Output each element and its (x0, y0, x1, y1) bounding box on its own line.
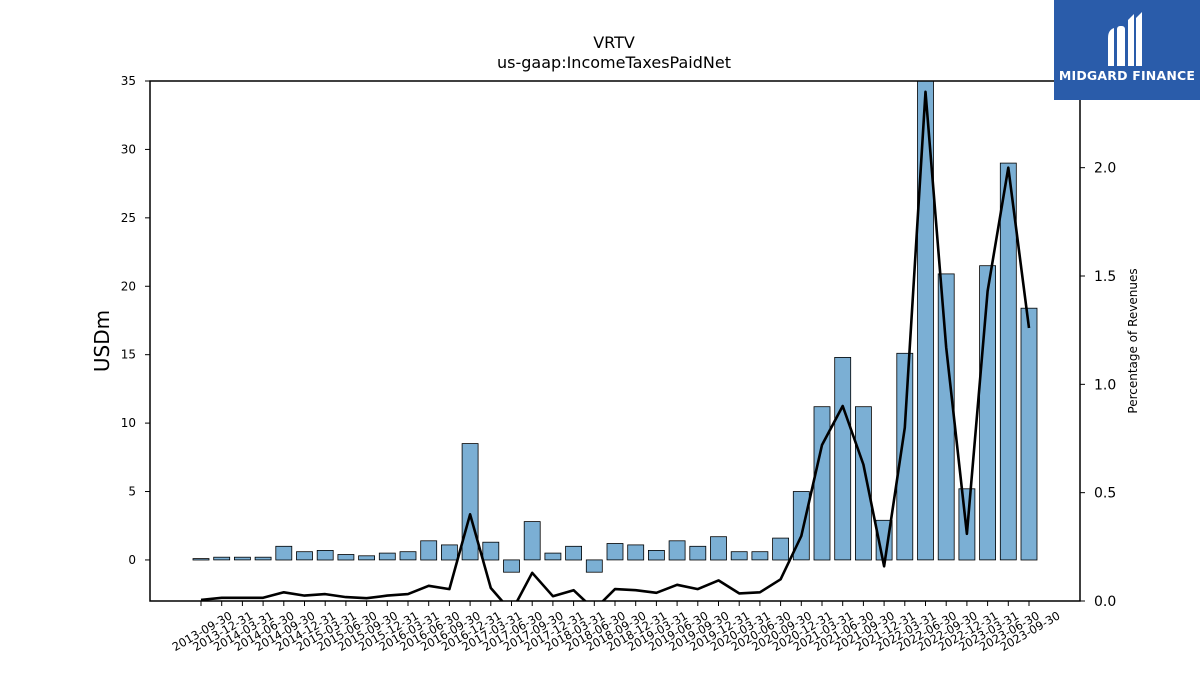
bar (337, 554, 355, 561)
bar (813, 406, 831, 561)
bar (233, 556, 251, 561)
bar (296, 551, 313, 561)
right-tick-label: 1.0 (1094, 377, 1116, 393)
right-tick-label: 1.5 (1094, 269, 1116, 285)
bar (358, 555, 376, 561)
left-tick-label: 20 (121, 279, 136, 293)
y-axis-label: USDm (90, 310, 114, 372)
right-axis-ticks: 0.0 0.5 1.0 1.5 2.0 (1080, 161, 1116, 610)
percentage-line (200, 90, 1031, 601)
left-tick-label: 15 (121, 348, 136, 362)
bar (523, 521, 541, 561)
left-tick-label: 10 (121, 416, 136, 430)
bar (627, 544, 645, 561)
brand-name: MIDGARD FINANCE (1058, 68, 1196, 83)
left-tick-label: 30 (121, 142, 136, 156)
chart-title: VRTV (593, 33, 635, 52)
bar (999, 162, 1017, 561)
left-tick-label: 0 (128, 553, 136, 567)
bar (937, 273, 955, 561)
bar (606, 543, 624, 561)
bar (855, 406, 872, 561)
y-axis-right-label: Percentage of Revenues (1126, 268, 1140, 413)
brand-logo: MIDGARD FINANCE (1054, 0, 1200, 100)
bar (585, 559, 603, 573)
bar (668, 540, 686, 561)
x-axis-ticks: 2013-09-302013-12-312014-03-312014-06-30… (170, 601, 1063, 654)
left-tick-label: 35 (121, 74, 136, 88)
bar (440, 544, 458, 561)
bar (420, 540, 438, 561)
left-tick-label: 25 (121, 211, 136, 225)
right-tick-label: 0.5 (1094, 486, 1116, 502)
bar (482, 541, 500, 561)
right-tick-label: 2.0 (1094, 161, 1116, 177)
bar (751, 551, 769, 561)
bar (565, 545, 582, 561)
bar (834, 356, 852, 561)
bar (192, 558, 210, 561)
bar (917, 81, 934, 561)
bar (710, 536, 727, 561)
bar (275, 545, 293, 561)
midgard-logo-icon (1108, 12, 1142, 66)
bar (461, 443, 479, 561)
bar (896, 352, 914, 561)
bar (378, 552, 396, 561)
chart-subtitle: us-gaap:IncomeTaxesPaidNet (497, 53, 731, 72)
right-tick-label: 0.0 (1094, 594, 1116, 610)
bar (730, 551, 748, 561)
bar (648, 550, 665, 561)
bar (316, 550, 334, 561)
bar (399, 551, 417, 561)
bar (689, 545, 707, 561)
bar (1020, 307, 1038, 561)
bar (979, 265, 996, 561)
bar (254, 556, 272, 561)
line-series (200, 90, 1031, 601)
left-tick-label: 5 (128, 485, 136, 499)
bar (503, 559, 520, 573)
bar (772, 537, 789, 561)
bar (544, 552, 562, 561)
bar (213, 556, 231, 561)
left-axis-ticks: 0 5 10 15 20 25 30 35 (121, 74, 150, 567)
